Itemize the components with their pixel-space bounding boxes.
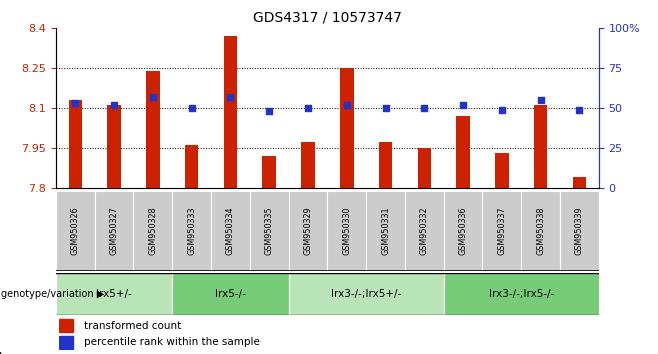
Bar (68, 100, 82, 188)
Point (70, 101, 80, 106)
Point (342, 102, 352, 108)
Bar (301, 142, 315, 188)
Point (109, 102, 119, 108)
Bar (134, 191, 172, 271)
Bar (59, 319, 73, 332)
Bar (95, 191, 134, 271)
Point (419, 105, 430, 111)
Bar (405, 191, 443, 271)
Bar (418, 148, 431, 188)
Bar (534, 105, 547, 188)
Point (380, 105, 391, 111)
Text: GSM950329: GSM950329 (303, 207, 313, 255)
Bar (172, 273, 289, 315)
Text: GSM950326: GSM950326 (71, 207, 80, 255)
Text: GSM950332: GSM950332 (420, 207, 429, 255)
Text: lrx3-/-;lrx5+/-: lrx3-/-;lrx5+/- (331, 289, 401, 299)
Bar (482, 191, 521, 271)
Point (574, 107, 585, 113)
Bar (263, 156, 276, 188)
Text: GSM950333: GSM950333 (187, 207, 196, 255)
Text: GSM950335: GSM950335 (265, 207, 274, 255)
Bar (211, 191, 250, 271)
Point (497, 107, 507, 113)
Bar (56, 191, 95, 271)
Bar (495, 153, 509, 188)
Text: GSM950339: GSM950339 (575, 207, 584, 255)
Bar (456, 116, 470, 188)
Bar (56, 273, 172, 315)
Text: GSM950331: GSM950331 (381, 207, 390, 255)
Bar (443, 273, 599, 315)
Bar (340, 68, 353, 188)
Bar (250, 191, 289, 271)
Bar (224, 36, 237, 188)
Point (264, 108, 274, 114)
Point (536, 97, 546, 103)
Text: GSM950328: GSM950328 (148, 207, 157, 255)
Text: genotype/variation ▶: genotype/variation ▶ (1, 289, 105, 299)
Text: GSM950334: GSM950334 (226, 207, 235, 255)
Text: GSM950330: GSM950330 (342, 207, 351, 255)
Text: GSM950336: GSM950336 (459, 207, 468, 255)
Bar (185, 145, 199, 188)
Point (303, 105, 313, 111)
Text: lrx5-/-: lrx5-/- (215, 289, 246, 299)
Point (458, 102, 468, 108)
Bar (379, 142, 392, 188)
Text: percentile rank within the sample: percentile rank within the sample (84, 337, 261, 347)
Bar (327, 191, 366, 271)
Bar (443, 191, 482, 271)
Text: transformed count: transformed count (84, 321, 182, 331)
Point (225, 94, 236, 100)
Bar (572, 177, 586, 188)
Bar (289, 191, 327, 271)
Point (186, 105, 197, 111)
Text: GSM950327: GSM950327 (110, 207, 118, 255)
Text: lrx3-/-;lrx5-/-: lrx3-/-;lrx5-/- (488, 289, 554, 299)
Text: GSM950338: GSM950338 (536, 207, 545, 255)
Point (147, 94, 158, 100)
Bar (560, 191, 599, 271)
Bar (146, 71, 160, 188)
Text: GSM950337: GSM950337 (497, 207, 507, 255)
Bar (107, 105, 121, 188)
Bar (366, 191, 405, 271)
Text: lrx5+/-: lrx5+/- (96, 289, 132, 299)
Bar (59, 336, 73, 349)
Bar (172, 191, 211, 271)
Title: GDS4317 / 10573747: GDS4317 / 10573747 (253, 10, 402, 24)
Bar (521, 191, 560, 271)
Bar (289, 273, 443, 315)
